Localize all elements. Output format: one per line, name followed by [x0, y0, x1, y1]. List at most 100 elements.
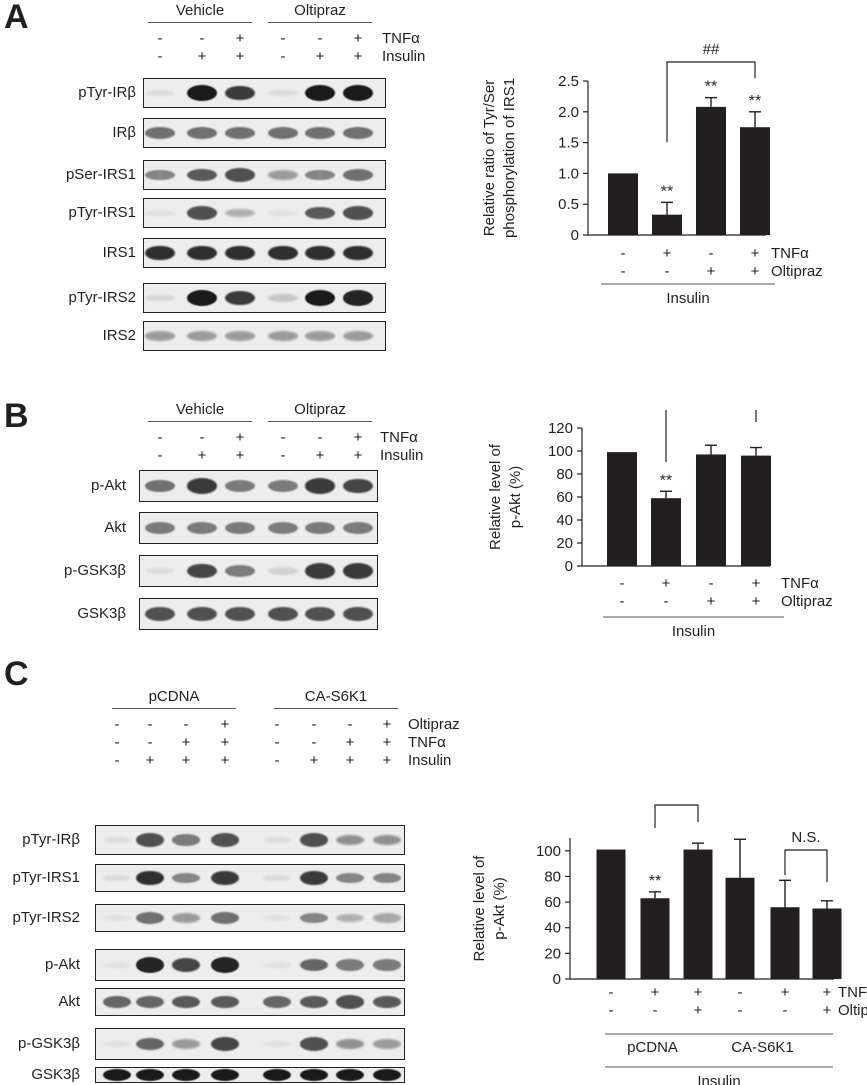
condition-sign: + — [694, 984, 703, 1001]
blot-band — [172, 958, 200, 972]
blot-band — [187, 563, 217, 579]
bracket-label: ## — [668, 800, 685, 801]
blot-band — [373, 872, 401, 884]
bar — [740, 127, 770, 235]
bar — [652, 214, 682, 235]
comparison-bracket — [665, 410, 757, 462]
treatment-sign: + — [382, 716, 392, 733]
blot-band — [225, 331, 255, 341]
blot-band — [336, 1069, 364, 1081]
condition-sign: - — [664, 593, 669, 610]
blot-band — [300, 833, 328, 847]
treatment-sign: + — [235, 429, 245, 446]
blot-band — [336, 834, 364, 846]
blot-band — [145, 567, 175, 575]
treatment-sign: + — [235, 447, 245, 464]
condition-sign: - — [620, 575, 625, 592]
group-label: Insulin — [666, 290, 709, 307]
comparison-bracket — [666, 61, 756, 142]
condition-sign: + — [823, 1002, 832, 1019]
blot-band — [305, 331, 335, 341]
condition-sign: + — [823, 984, 832, 1001]
treatment-sign: - — [311, 734, 317, 751]
condition-sign: - — [609, 1002, 614, 1019]
group-label: Vehicle — [175, 2, 225, 19]
significance-mark: ** — [749, 93, 761, 110]
blot-strip — [143, 198, 386, 228]
blot-band — [103, 1040, 131, 1048]
treatment-sign: + — [382, 752, 392, 769]
condition-sign: + — [651, 984, 660, 1001]
blot-band — [373, 959, 401, 971]
bar — [696, 106, 726, 235]
treatment-sign: - — [280, 48, 286, 65]
blot-band — [268, 331, 298, 341]
condition-label: Oltipraz — [781, 593, 833, 610]
blot-band — [343, 290, 373, 306]
y-axis-label: p-Akt (%) — [491, 877, 508, 940]
blot-band — [268, 209, 298, 217]
blot-band — [305, 522, 335, 534]
condition-sign: + — [781, 984, 790, 1001]
comparison-bracket — [784, 849, 828, 882]
condition-sign: + — [662, 575, 671, 592]
treatment-sign: + — [315, 447, 325, 464]
blot-band — [305, 169, 335, 181]
treatment-sign: + — [197, 447, 207, 464]
treatment-sign: - — [157, 48, 163, 65]
treatment-sign: - — [347, 716, 353, 733]
blot-band — [136, 912, 164, 924]
blot-strip — [139, 555, 378, 587]
y-tick-label: 60 — [544, 894, 561, 911]
blot-strip — [95, 825, 405, 855]
group-label: Oltipraz — [294, 2, 346, 19]
blot-band — [211, 1037, 239, 1051]
bar — [607, 452, 637, 566]
condition-label: TNFα — [781, 575, 819, 592]
treatment-label: Insulin — [380, 447, 424, 464]
blot-band — [187, 290, 217, 306]
bar — [640, 898, 670, 979]
blot-band — [225, 245, 255, 261]
panel-letter-b: B — [4, 397, 29, 435]
blot-band — [373, 834, 401, 846]
treatment-sign: + — [145, 752, 155, 769]
treatment-sign: + — [345, 752, 355, 769]
blot-band — [211, 957, 239, 973]
blot-band — [187, 606, 217, 622]
blot-band — [336, 913, 364, 923]
treatment-sign: + — [220, 716, 230, 733]
blot-band — [225, 290, 255, 306]
blot-band — [373, 1039, 401, 1049]
group-label: Insulin — [672, 623, 715, 640]
treatment-sign: + — [382, 734, 392, 751]
condition-sign: - — [620, 593, 625, 610]
condition-sign: - — [709, 575, 714, 592]
y-tick-label: 1.5 — [558, 135, 579, 152]
condition-sign: + — [751, 245, 760, 262]
blot-band — [172, 1069, 200, 1081]
blot-band — [136, 957, 164, 973]
blot-band — [103, 961, 131, 969]
treatment-sign: - — [114, 734, 120, 751]
blot-strip — [139, 470, 378, 502]
y-axis-label: p-Akt (%) — [507, 466, 524, 529]
blot-band — [268, 294, 298, 302]
blot-band — [136, 870, 164, 886]
blot-band — [136, 995, 164, 1009]
blot-band — [343, 206, 373, 220]
blot-row-label: Akt — [104, 519, 126, 536]
treatment-sign: - — [199, 429, 205, 446]
blot-row-label: IRβ — [112, 124, 136, 141]
treatment-sign: + — [220, 734, 230, 751]
bar-chart-b: 0 20 40 60 80 100 120 Relative level of p-Akt (%… — [487, 410, 833, 640]
subgroup-label: CA-S6K1 — [731, 1039, 794, 1056]
blot-row-label: GSK3β — [77, 605, 126, 622]
blot-row-label: pTyr-IRβ — [22, 831, 80, 848]
blot-band — [187, 478, 217, 494]
blot-band — [225, 168, 255, 182]
blot-band — [343, 331, 373, 341]
blot-band — [145, 479, 175, 493]
treatment-sign: - — [280, 447, 286, 464]
bar-chart-c: 0 20 40 60 80 100 Relative level of p-Akt (%) **… — [471, 800, 867, 1085]
